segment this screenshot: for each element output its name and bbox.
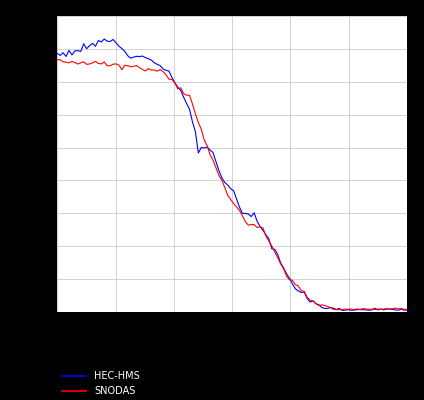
Legend: HEC-HMS, SNODAS: HEC-HMS, SNODAS	[62, 371, 140, 396]
